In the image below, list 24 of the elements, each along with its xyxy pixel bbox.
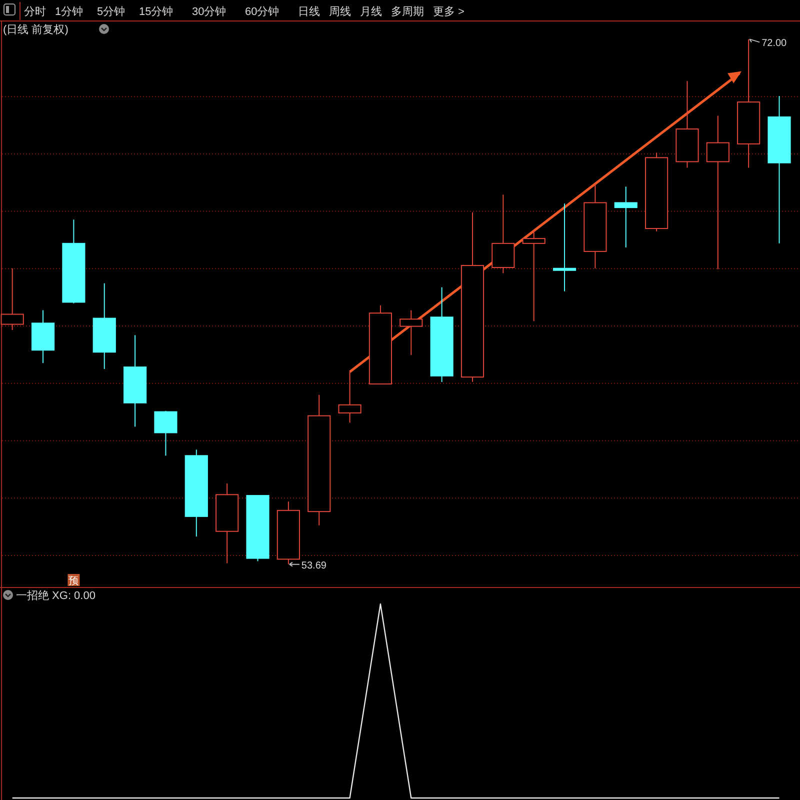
text: 60分钟: [245, 6, 280, 18]
candlestick: [522, 230, 546, 322]
text: 周线: [329, 5, 351, 18]
candlestick: [614, 186, 638, 248]
text: 分时: [24, 5, 46, 18]
text: 日线: [298, 5, 320, 18]
text: 1分钟: [55, 6, 84, 18]
annotation: 53.69: [301, 560, 327, 572]
candlestick: [706, 115, 730, 270]
chart-title: (日线 前复权): [3, 23, 68, 36]
text: 5分钟: [97, 6, 126, 18]
annotation: 72.00: [762, 38, 788, 50]
annotation: 预: [68, 576, 79, 587]
chart-title: 一招绝 XG: 0.00: [16, 590, 96, 602]
text: 月线: [360, 5, 382, 18]
candlestick: [0, 268, 24, 331]
candlestick: [338, 371, 362, 424]
candlestick: [154, 410, 178, 456]
candlestick: [552, 203, 576, 292]
text: 更多 >: [433, 6, 464, 18]
text: 15分钟: [139, 6, 174, 18]
text: 30分钟: [192, 6, 226, 18]
text: 多周期: [391, 6, 424, 18]
candlestick: [400, 310, 423, 356]
